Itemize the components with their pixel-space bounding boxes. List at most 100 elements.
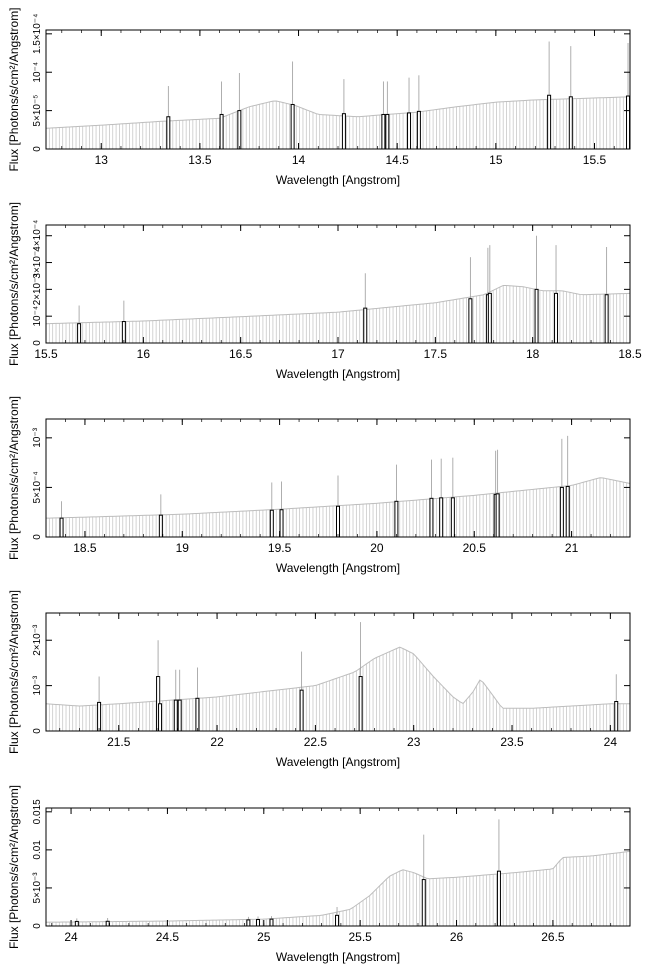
continuum-envelope <box>45 284 631 325</box>
y-tick-label: 5×10⁻⁵ <box>32 95 43 127</box>
spectrum-panel-5: 24 24.5 25 25.5 26 26.5 0 5×10⁻³ 0.01 0.015 Wavele… <box>7 785 631 964</box>
x-tick-label: 17.5 <box>424 347 448 361</box>
line-point <box>121 321 126 344</box>
x-axis-label: Wavelength [Angstrom] <box>276 561 400 575</box>
x-tick-label: 26.5 <box>541 930 565 944</box>
continuum-envelope <box>45 646 630 709</box>
y-tick-label: 0 <box>32 146 43 152</box>
line-point <box>407 112 412 150</box>
line-point <box>219 113 224 150</box>
line-point <box>166 116 171 150</box>
y-tick-label: 5×10⁻³ <box>32 872 43 904</box>
line-point <box>487 292 492 344</box>
y-axis-label: Flux [Photons/s/cm²/Angstrom] <box>7 785 21 949</box>
line-point <box>269 918 274 927</box>
y-axis-label: Flux [Photons/s/cm²/Angstrom] <box>7 590 21 754</box>
x-tick-label: 25 <box>257 930 271 944</box>
x-tick-label: 24.5 <box>156 930 180 944</box>
x-tick-label: 14.5 <box>386 153 410 167</box>
y-tick-label: 10⁻⁴ <box>32 62 43 83</box>
line-point <box>604 294 609 344</box>
x-axis-label: Wavelength [Angstrom] <box>276 367 400 381</box>
x-tick-label: 21.5 <box>107 735 131 749</box>
y-tick-label: 0 <box>32 728 43 734</box>
continuum-series <box>45 851 631 926</box>
x-tick-label: 18.5 <box>73 541 97 555</box>
line-point <box>77 323 82 344</box>
y-tick-label: 4×10⁻⁴ <box>32 220 43 252</box>
x-tick-label: 22 <box>210 735 224 749</box>
line-point <box>290 103 295 150</box>
line-point <box>534 288 539 344</box>
x-tick-label: 14 <box>292 153 306 167</box>
spectrum-panel-4: 21.5 22 22.5 23 23.5 24 0 10⁻³ 2×10⁻³ Wavelength … <box>7 590 631 769</box>
spectrum-panel-2: 15.5 16 16.5 17 17.5 18 18.5 0 10⁻⁴2×10⁻⁴3×10⁻⁴4… <box>7 202 642 381</box>
line-point <box>105 920 110 927</box>
x-tick-label: 18 <box>526 347 540 361</box>
line-point <box>177 699 182 732</box>
x-tick-label: 21 <box>565 541 579 555</box>
line-point <box>246 919 251 927</box>
x-tick-label: 16 <box>137 347 151 361</box>
line-point <box>358 676 363 732</box>
y-tick-label: 2×10⁻³ <box>32 624 43 656</box>
line-point <box>439 497 444 538</box>
x-tick-label: 24 <box>64 930 78 944</box>
x-tick-label: 19 <box>176 541 190 555</box>
line-point <box>496 870 501 927</box>
y-axis-label: Flux [Photons/s/cm²/Angstrom] <box>7 396 21 560</box>
plot-frame <box>45 224 631 344</box>
line-point <box>429 497 434 538</box>
line-point <box>363 307 368 344</box>
line-point <box>269 509 274 538</box>
line-point <box>158 514 163 538</box>
line-point <box>299 689 304 732</box>
y-tick-label: 10⁻³ <box>32 675 43 695</box>
x-tick-label: 15.5 <box>583 153 607 167</box>
line-point <box>237 110 242 150</box>
line-point <box>554 292 559 344</box>
line-point <box>335 914 340 927</box>
line-point <box>394 500 399 538</box>
spectrum-panel-3: 18.5 19 19.5 20 20.5 21 0 5×10⁻⁴ 10⁻³ Wavelength … <box>7 396 631 575</box>
x-tick-label: 20 <box>370 541 384 555</box>
continuum-envelope <box>45 850 631 923</box>
y-tick-label: 5×10⁻⁴ <box>32 471 43 503</box>
line-point <box>568 96 573 150</box>
x-tick-label: 23.5 <box>500 735 524 749</box>
line-point <box>495 493 500 538</box>
line-point <box>279 509 284 538</box>
line-point <box>158 703 163 732</box>
line-point <box>59 517 64 538</box>
line-point <box>256 919 261 927</box>
x-tick-label: 25.5 <box>348 930 372 944</box>
line-point <box>341 113 346 150</box>
line-point <box>416 110 421 150</box>
plot-frame <box>45 807 631 927</box>
line-point <box>173 699 178 732</box>
x-tick-label: 13 <box>95 153 109 167</box>
x-tick-label: 16.5 <box>229 347 253 361</box>
line-point <box>626 95 631 150</box>
line-point <box>381 113 386 150</box>
x-tick-label: 23 <box>407 735 421 749</box>
x-tick-label: 17 <box>331 347 345 361</box>
x-tick-label: 20.5 <box>463 541 487 555</box>
continuum-envelope <box>45 96 631 129</box>
line-point <box>468 298 473 344</box>
line-point <box>336 505 340 538</box>
plot-frame <box>45 29 631 150</box>
y-tick-label: 10⁻³ <box>32 427 43 447</box>
continuum-series <box>45 647 631 731</box>
y-tick-label: 0.015 <box>32 799 43 824</box>
x-tick-label: 24 <box>604 735 618 749</box>
line-point <box>97 701 102 732</box>
y-tick-label: 0 <box>32 923 43 929</box>
x-axis-label: Wavelength [Angstrom] <box>276 755 400 769</box>
x-axis-label: Wavelength [Angstrom] <box>276 950 400 964</box>
plot-frame <box>45 612 631 732</box>
x-tick-label: 26 <box>450 930 464 944</box>
y-tick-label: 10⁻⁴ <box>32 306 43 327</box>
x-tick-label: 13.5 <box>188 153 212 167</box>
